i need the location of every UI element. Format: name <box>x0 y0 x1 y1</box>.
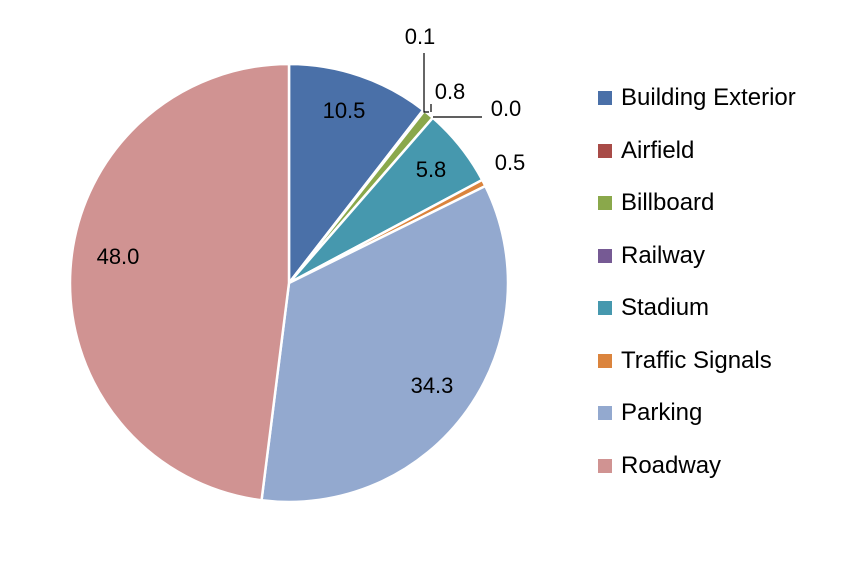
legend-swatch <box>598 458 612 473</box>
legend: Building Exterior Airfield Billboard Railwa… <box>598 84 796 504</box>
data-label-billboard: 0.8 <box>435 79 466 104</box>
legend-label: Parking <box>621 399 703 427</box>
legend-swatch <box>598 301 612 316</box>
legend-swatch <box>598 143 612 158</box>
legend-swatch <box>598 406 612 421</box>
legend-item-airfield: Airfield <box>598 125 796 178</box>
legend-item-building-exterior: Building Exterior <box>598 72 796 125</box>
leader-line-airfield <box>423 53 429 113</box>
legend-label: Building Exterior <box>621 84 796 112</box>
data-label-parking: 34.3 <box>411 373 454 398</box>
legend-swatch <box>598 196 612 211</box>
legend-item-roadway: Roadway <box>598 440 796 493</box>
legend-item-parking: Parking <box>598 387 796 440</box>
pie-slice-parking <box>260 184 510 504</box>
data-label-traffic-signals: 0.5 <box>495 150 526 175</box>
data-label-roadway: 48.0 <box>97 244 140 269</box>
data-label-stadium: 5.8 <box>416 157 447 182</box>
data-label-building-exterior: 10.5 <box>323 98 366 123</box>
legend-swatch <box>598 91 612 106</box>
pie-slice-roadway <box>68 62 291 502</box>
data-label-railway: 0.0 <box>491 96 522 121</box>
pie-slice-building-exterior <box>287 62 425 287</box>
legend-label: Traffic Signals <box>621 346 772 374</box>
legend-label: Stadium <box>621 294 710 322</box>
legend-label: Airfield <box>621 136 695 164</box>
legend-item-billboard: Billboard <box>598 177 796 230</box>
legend-label: Railway <box>621 241 706 269</box>
leader-lines <box>423 53 482 118</box>
legend-item-railway: Railway <box>598 230 796 283</box>
data-label-airfield: 0.1 <box>405 24 436 49</box>
legend-item-stadium: Stadium <box>598 282 796 335</box>
legend-swatch <box>598 248 612 263</box>
legend-label: Billboard <box>621 189 715 217</box>
legend-swatch <box>598 353 612 368</box>
legend-label: Roadway <box>621 451 722 479</box>
pie-slices <box>68 62 510 504</box>
data-labels: 10.5 0.1 0.8 0.0 5.8 0.5 34.3 48.0 <box>97 24 526 398</box>
legend-item-traffic-signals: Traffic Signals <box>598 335 796 388</box>
